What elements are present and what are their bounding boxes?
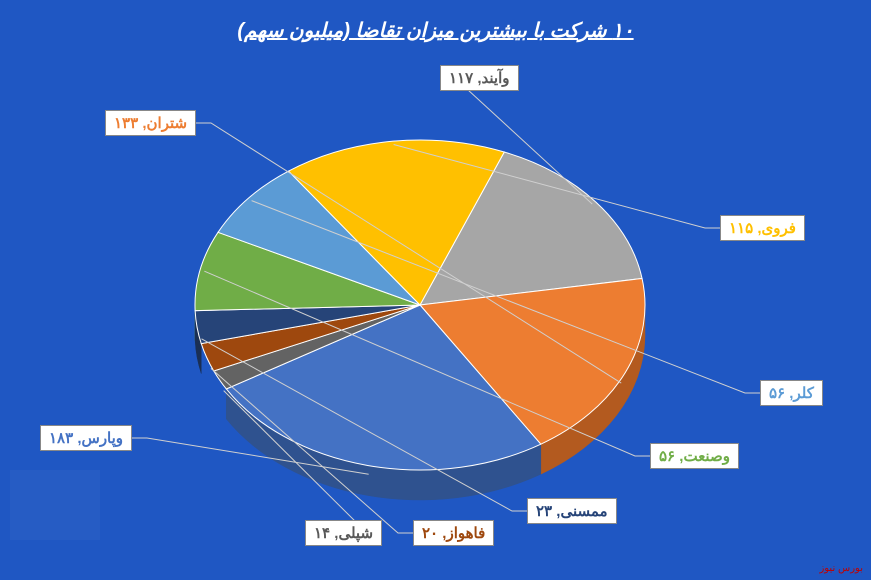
watermark-text: بورس نیوز [819, 563, 863, 574]
pie-chart-container: ۱۰ شرکت با بیشترین میزان تقاضا (میلیون س… [0, 0, 871, 580]
pie-chart-svg [0, 0, 871, 580]
pie-slice-label: شپلی, ۱۴ [305, 520, 382, 546]
logo-watermark [10, 470, 100, 540]
pie-slice-label: فروی, ۱۱۵ [720, 215, 805, 241]
pie-slice-label: کلر, ۵۶ [760, 380, 823, 406]
pie-slice-label: وآیند, ۱۱۷ [440, 65, 519, 91]
pie-slice-label: وپارس, ۱۸۳ [40, 425, 132, 451]
pie-slice-label: فاهواز, ۲۰ [413, 520, 494, 546]
chart-title: ۱۰ شرکت با بیشترین میزان تقاضا (میلیون س… [237, 18, 633, 43]
pie-slice-label: وصنعت, ۵۶ [650, 443, 739, 469]
pie-slice-label: ممسنی, ۲۳ [527, 498, 617, 524]
pie-slice-label: شتران, ۱۳۳ [105, 110, 196, 136]
